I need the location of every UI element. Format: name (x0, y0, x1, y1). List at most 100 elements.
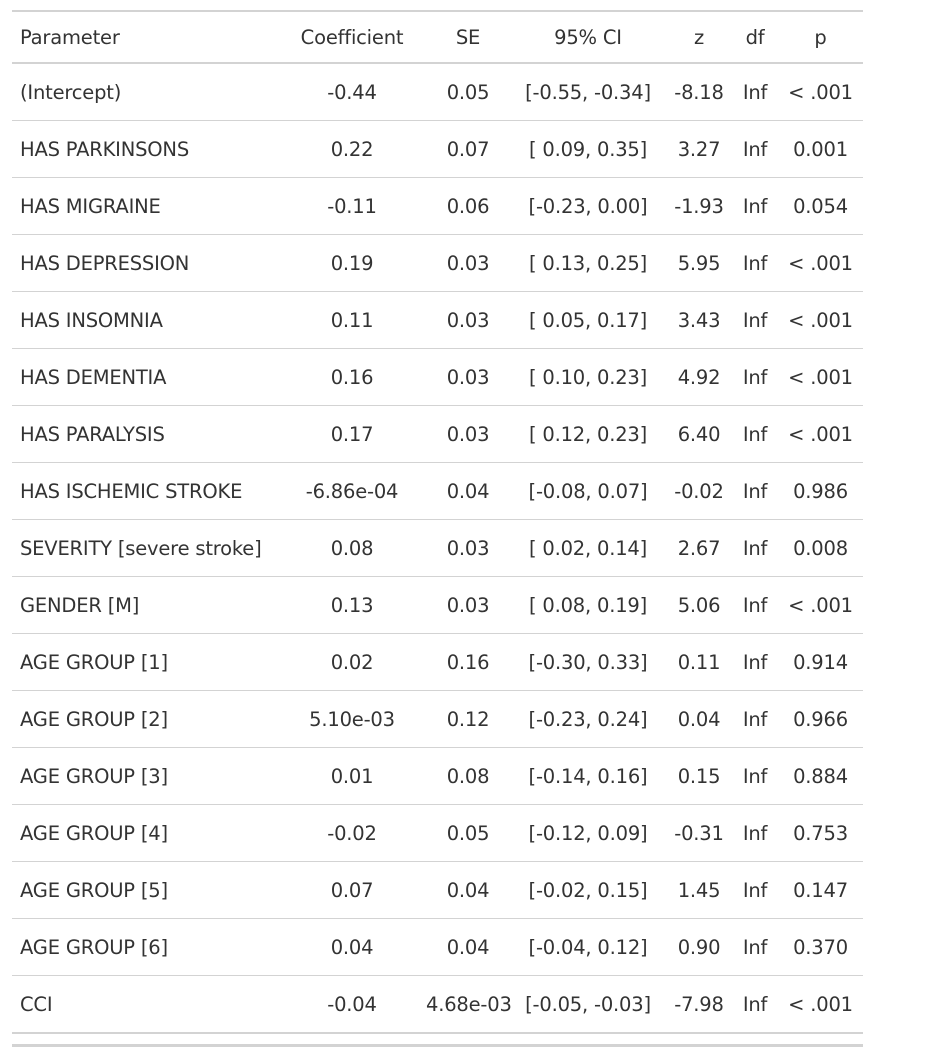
cell-ci: [ 0.13, 0.25] (528, 251, 648, 275)
cell-se: 0.03 (446, 365, 490, 389)
cell-z: 5.06 (677, 593, 721, 617)
cell-z: 3.27 (677, 137, 721, 161)
cell-df: Inf (742, 365, 768, 389)
cell-se: 0.04 (446, 935, 490, 959)
cell-parameter: SEVERITY [severe stroke] (20, 536, 262, 560)
table-row: CCI -0.04 4.68e-03 [-0.05, -0.03] -7.98 Inf < … (12, 976, 863, 1033)
cell-z: 0.90 (677, 935, 721, 959)
table-row: HAS ISCHEMIC STROKE -6.86e-04 0.04 [-0.08, … (12, 463, 863, 520)
table-row: HAS MIGRAINE -0.11 0.06 [-0.23, 0.00] -1.93 I… (12, 178, 863, 235)
cell-p: 0.147 (793, 878, 848, 902)
cell-parameter: AGE GROUP [6] (20, 935, 168, 959)
cell-z: 5.95 (677, 251, 721, 275)
cell-coefficient: 0.07 (330, 878, 374, 902)
cell-coefficient: -0.02 (327, 821, 377, 845)
cell-df: Inf (742, 935, 768, 959)
table-row: SEVERITY [severe stroke] 0.08 0.03 [ 0.02, … (12, 520, 863, 577)
cell-ci: [-0.02, 0.15] (528, 878, 648, 902)
regression-table-container: Parameter Coefficient SE 95% CI z df p (… (12, 10, 863, 1034)
cell-p: 0.370 (793, 935, 848, 959)
cell-parameter: HAS DEMENTIA (20, 365, 167, 389)
cell-z: -0.02 (674, 479, 724, 503)
cell-ci: [-0.23, 0.24] (528, 707, 648, 731)
cell-df: Inf (742, 80, 768, 104)
cell-parameter: CCI (20, 992, 53, 1016)
regression-table: Parameter Coefficient SE 95% CI z df p (… (12, 10, 863, 1034)
cell-p: 0.966 (793, 707, 848, 731)
cell-df: Inf (742, 137, 768, 161)
table-row: AGE GROUP [3] 0.01 0.08 [-0.14, 0.16] 0.15 In… (12, 748, 863, 805)
cell-z: 0.04 (677, 707, 721, 731)
cell-parameter: AGE GROUP [3] (20, 764, 168, 788)
cell-df: Inf (742, 536, 768, 560)
cell-ci: [ 0.08, 0.19] (528, 593, 648, 617)
cell-p: 0.884 (793, 764, 848, 788)
cell-parameter: HAS PARALYSIS (20, 422, 165, 446)
table-row: HAS PARALYSIS 0.17 0.03 [ 0.12, 0.23] 6.40 In… (12, 406, 863, 463)
cell-p: 0.054 (793, 194, 848, 218)
cell-p: < .001 (788, 251, 853, 275)
cell-coefficient: 0.17 (330, 422, 374, 446)
table-row: HAS PARKINSONS 0.22 0.07 [ 0.09, 0.35] 3.27 I… (12, 121, 863, 178)
table-bottom-rule (12, 1044, 863, 1047)
cell-p: < .001 (788, 593, 853, 617)
cell-p: < .001 (788, 992, 853, 1016)
header-row: Parameter Coefficient SE 95% CI z df p (12, 11, 863, 63)
header-z: z (693, 25, 705, 49)
cell-coefficient: 0.01 (330, 764, 374, 788)
cell-parameter: HAS PARKINSONS (20, 137, 189, 161)
cell-coefficient: 0.13 (330, 593, 374, 617)
cell-coefficient: 0.11 (330, 308, 374, 332)
cell-coefficient: 0.19 (330, 251, 374, 275)
cell-se: 0.05 (446, 80, 490, 104)
cell-se: 0.03 (446, 308, 490, 332)
cell-df: Inf (742, 992, 768, 1016)
cell-se: 4.68e-03 (426, 992, 512, 1016)
cell-p: 0.008 (793, 536, 848, 560)
cell-z: 6.40 (677, 422, 721, 446)
cell-ci: [-0.05, -0.03] (525, 992, 651, 1016)
cell-ci: [ 0.09, 0.35] (528, 137, 648, 161)
cell-p: < .001 (788, 80, 853, 104)
table-row: (Intercept) -0.44 0.05 [-0.55, -0.34] -8.18 I… (12, 63, 863, 121)
cell-df: Inf (742, 764, 768, 788)
cell-p: < .001 (788, 308, 853, 332)
table-header: Parameter Coefficient SE 95% CI z df p (12, 11, 863, 63)
cell-df: Inf (742, 308, 768, 332)
header-parameter: Parameter (20, 25, 120, 49)
cell-df: Inf (742, 650, 768, 674)
cell-p: < .001 (788, 422, 853, 446)
cell-se: 0.03 (446, 536, 490, 560)
cell-ci: [ 0.02, 0.14] (528, 536, 648, 560)
cell-z: 1.45 (677, 878, 721, 902)
cell-z: -7.98 (674, 992, 724, 1016)
cell-se: 0.04 (446, 479, 490, 503)
table-row: AGE GROUP [1] 0.02 0.16 [-0.30, 0.33] 0.11 In… (12, 634, 863, 691)
cell-df: Inf (742, 707, 768, 731)
cell-se: 0.03 (446, 251, 490, 275)
cell-z: -1.93 (674, 194, 724, 218)
cell-ci: [-0.30, 0.33] (528, 650, 648, 674)
table-row: HAS DEMENTIA 0.16 0.03 [ 0.10, 0.23] 4.92 Inf… (12, 349, 863, 406)
cell-p: 0.986 (793, 479, 848, 503)
cell-df: Inf (742, 593, 768, 617)
cell-parameter: AGE GROUP [2] (20, 707, 168, 731)
cell-se: 0.06 (446, 194, 490, 218)
cell-coefficient: 0.04 (330, 935, 374, 959)
cell-coefficient: -0.44 (327, 80, 377, 104)
table-row: HAS INSOMNIA 0.11 0.03 [ 0.05, 0.17] 3.43 Inf… (12, 292, 863, 349)
cell-se: 0.05 (446, 821, 490, 845)
cell-coefficient: 5.10e-03 (309, 707, 395, 731)
cell-df: Inf (742, 878, 768, 902)
table-row: AGE GROUP [2] 5.10e-03 0.12 [-0.23, 0.24] 0.… (12, 691, 863, 748)
cell-coefficient: -0.11 (327, 194, 377, 218)
cell-ci: [-0.08, 0.07] (528, 479, 648, 503)
table-row: GENDER [M] 0.13 0.03 [ 0.08, 0.19] 5.06 Inf < … (12, 577, 863, 634)
cell-parameter: HAS INSOMNIA (20, 308, 163, 332)
cell-z: 0.11 (677, 650, 721, 674)
cell-p: 0.001 (793, 137, 848, 161)
cell-parameter: HAS ISCHEMIC STROKE (20, 479, 243, 503)
cell-coefficient: -6.86e-04 (305, 479, 399, 503)
cell-df: Inf (742, 821, 768, 845)
cell-ci: [-0.55, -0.34] (525, 80, 651, 104)
